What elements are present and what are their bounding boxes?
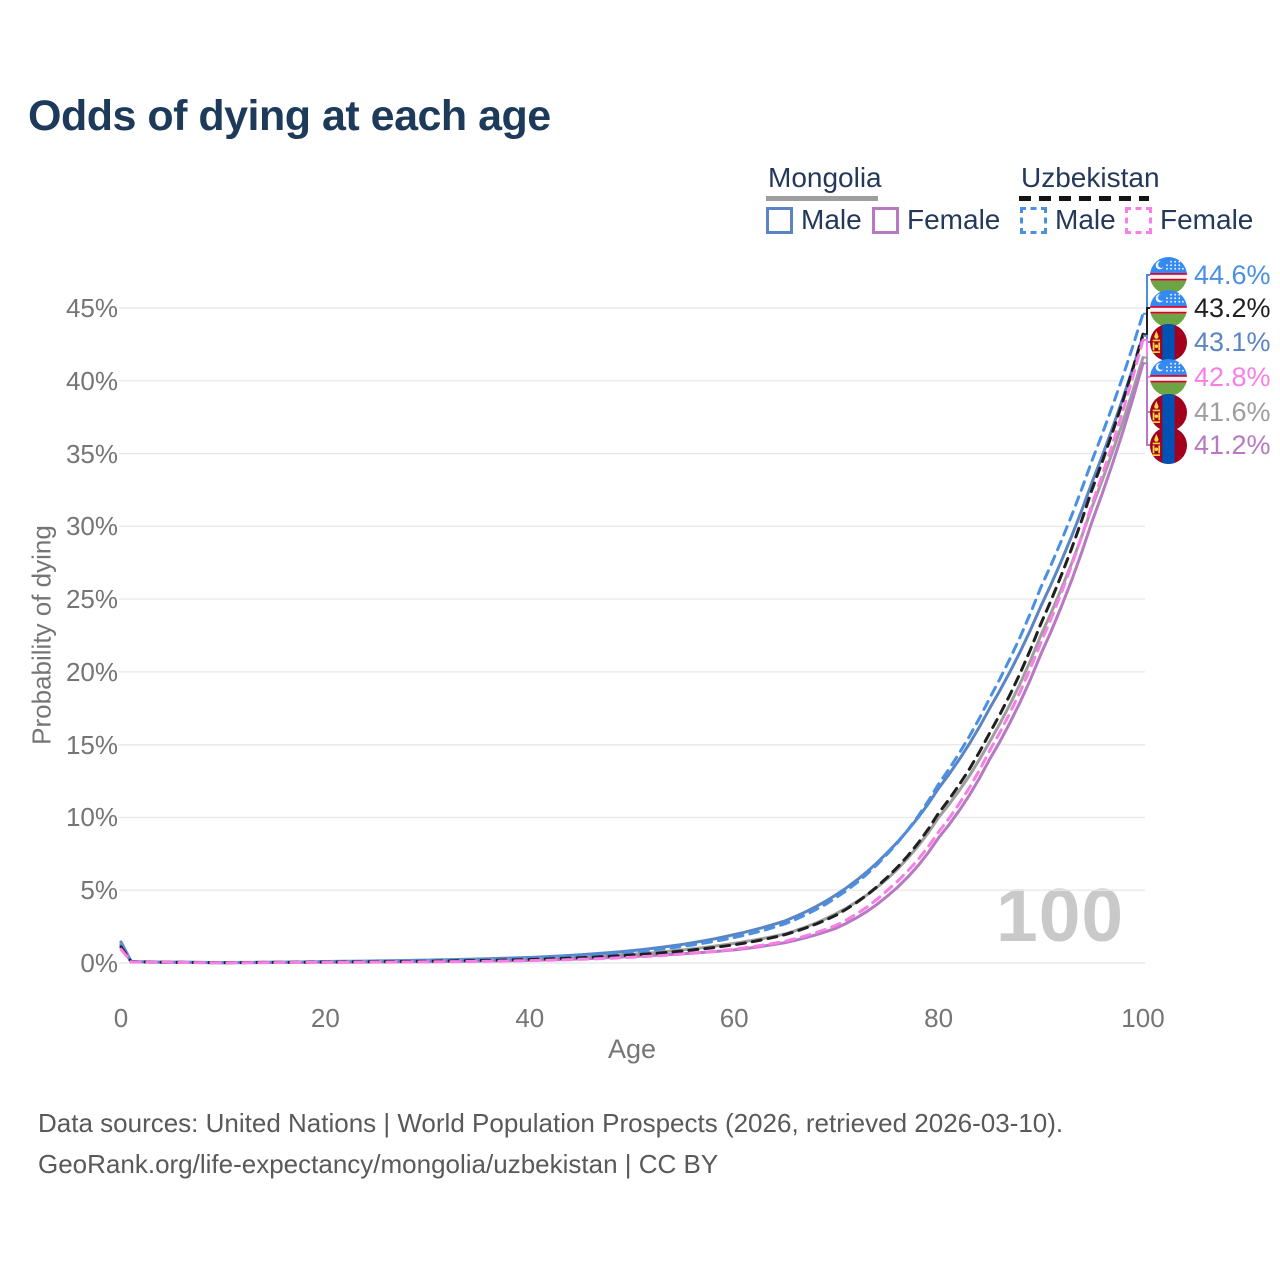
end-label-value: 44.6%: [1194, 259, 1271, 290]
y-tick-label: 25%: [65, 584, 118, 615]
end-label-uzbekistan-male: 44.6%: [1150, 256, 1271, 294]
x-tick-label: 40: [515, 1003, 545, 1033]
y-tick-label: 35%: [65, 438, 118, 469]
plot-area[interactable]: [121, 290, 1145, 963]
uzbekistan-flag-icon: [1150, 358, 1187, 396]
y-tick-label: 0%: [80, 948, 118, 978]
x-tick-label: 20: [310, 1003, 340, 1033]
end-label-value: 41.6%: [1194, 396, 1271, 427]
x-tick-label: 100: [1121, 1003, 1165, 1033]
legend-label: Male: [801, 204, 862, 235]
x-axis-title: Age: [607, 1034, 657, 1064]
legend-item-uzbekistan-male[interactable]: Male: [1020, 204, 1116, 236]
uzbekistan-flag-icon: [1150, 289, 1187, 327]
y-tick-label: 15%: [65, 729, 118, 760]
mongolia-female-swatch-icon: [872, 206, 899, 234]
mongolia-flag-icon: [1150, 393, 1187, 431]
uzbekistan-female-swatch-icon: [1125, 206, 1152, 234]
footer-attribution: GeoRank.org/life-expectancy/mongolia/uzb…: [38, 1149, 719, 1179]
legend-mongolia-solid-line-sample: [766, 196, 878, 201]
end-label-value: 43.1%: [1194, 326, 1271, 357]
end-label-value: 42.8%: [1194, 361, 1271, 392]
y-tick-label: 20%: [65, 656, 118, 687]
legend-label: Male: [1055, 204, 1116, 235]
uzbekistan-flag-icon: [1150, 256, 1187, 294]
y-tick-label: 40%: [65, 365, 118, 396]
mongolia-flag-icon: [1150, 323, 1187, 361]
x-tick-label: 0: [113, 1003, 129, 1033]
end-label-value: 41.2%: [1194, 429, 1271, 460]
end-label-mongolia-both: 41.6%: [1150, 393, 1271, 431]
footer-sources: Data sources: United Nations | World Pop…: [38, 1108, 1064, 1138]
x-tick-label: 80: [924, 1003, 954, 1033]
mongolia-flag-icon: [1150, 426, 1187, 464]
legend-item-uzbekistan-female[interactable]: Female: [1125, 204, 1253, 236]
end-label-mongolia-female: 41.2%: [1150, 426, 1271, 464]
y-tick-label: 45%: [65, 293, 118, 323]
legend-item-mongolia-male[interactable]: Male: [766, 204, 862, 236]
legend-item-mongolia-female[interactable]: Female: [872, 204, 1000, 236]
mongolia-male-swatch-icon: [766, 206, 793, 234]
y-axis-title: Probability of dying: [26, 525, 57, 745]
y-tick-label: 5%: [80, 875, 118, 906]
end-label-uzbekistan-both: 43.2%: [1150, 289, 1271, 327]
y-tick-label: 30%: [65, 511, 118, 542]
chart-title: Odds of dying at each age: [28, 92, 551, 140]
legend-country-uzbekistan[interactable]: Uzbekistan: [1021, 162, 1160, 193]
y-tick-label: 10%: [65, 802, 118, 833]
legend-label: Female: [907, 204, 1001, 235]
legend-label: Female: [1160, 204, 1254, 235]
end-label-mongolia-male: 43.1%: [1150, 323, 1271, 361]
uzbekistan-male-swatch-icon: [1020, 206, 1047, 234]
end-label-uzbekistan-female: 42.8%: [1150, 358, 1271, 396]
end-label-value: 43.2%: [1194, 292, 1271, 323]
legend-country-mongolia[interactable]: Mongolia: [768, 162, 882, 193]
x-tick-label: 60: [719, 1003, 749, 1033]
legend-uzbekistan-dashed-line-sample: [1019, 196, 1149, 201]
